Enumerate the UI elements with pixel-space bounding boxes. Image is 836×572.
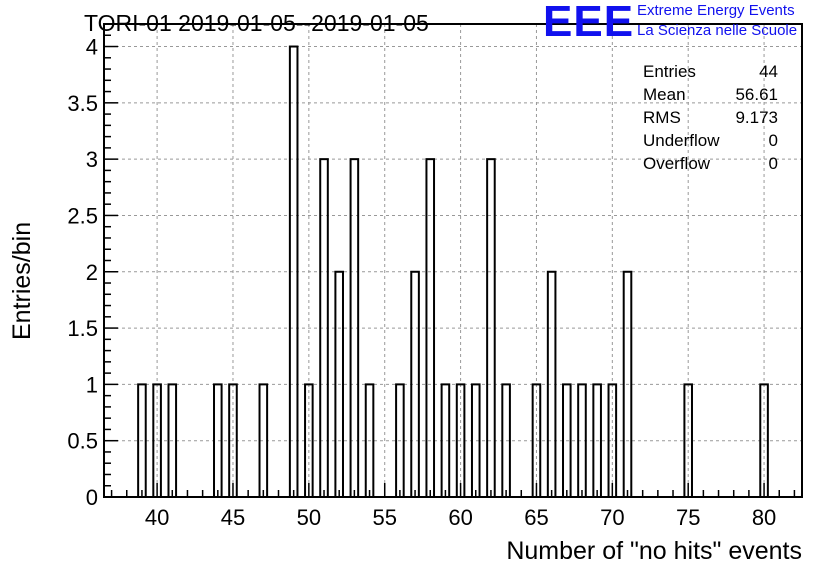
stat-value: 0 bbox=[768, 154, 778, 173]
stat-row-rms: RMS 9.173 bbox=[643, 106, 778, 129]
y-tick-label: 0.5 bbox=[67, 429, 98, 454]
x-tick-label: 80 bbox=[752, 505, 776, 530]
y-axis-label: Entries/bin bbox=[8, 221, 36, 340]
stat-label: Overflow bbox=[643, 154, 711, 173]
stat-value: 44 bbox=[759, 62, 778, 81]
y-tick-label: 4 bbox=[86, 35, 98, 60]
stat-label: Underflow bbox=[643, 131, 720, 150]
eee-logo: EEE bbox=[543, 0, 635, 46]
stat-label: Entries bbox=[643, 62, 696, 81]
x-tick-label: 65 bbox=[524, 505, 548, 530]
x-tick-label: 55 bbox=[372, 505, 396, 530]
y-tick-label: 1.5 bbox=[67, 316, 98, 341]
y-tick-label: 3 bbox=[86, 147, 98, 172]
stat-row-entries: Entries 44 bbox=[643, 60, 778, 83]
y-tick-label: 3.5 bbox=[67, 91, 98, 116]
grid-lines bbox=[104, 24, 802, 497]
y-tick-label: 2 bbox=[86, 260, 98, 285]
y-tick-label: 0 bbox=[86, 485, 98, 510]
logo-line-2: La Scienza nelle Scuole bbox=[637, 22, 798, 39]
x-tick-label: 75 bbox=[676, 505, 700, 530]
x-tick-label: 60 bbox=[448, 505, 472, 530]
x-tick-label: 40 bbox=[145, 505, 169, 530]
logo-line-1: Extreme Energy Events bbox=[637, 2, 795, 19]
stat-label: Mean bbox=[643, 85, 686, 104]
tick-labels: 40 45 50 55 60 65 70 75 80 0 0.5 1 1.5 2 2.5 3 3.5 4 bbox=[67, 35, 776, 530]
x-tick-label: 50 bbox=[297, 505, 321, 530]
stat-value: 9.173 bbox=[735, 108, 778, 127]
x-axis-label: Number of "no hits" events bbox=[506, 537, 802, 565]
y-tick-label: 2.5 bbox=[67, 203, 98, 228]
stat-row-underflow: Underflow 0 bbox=[643, 129, 778, 152]
stat-label: RMS bbox=[643, 108, 681, 127]
x-tick-label: 70 bbox=[600, 505, 624, 530]
stat-value: 56.61 bbox=[735, 85, 778, 104]
stat-row-mean: Mean 56.61 bbox=[643, 83, 778, 106]
stat-row-overflow: Overflow 0 bbox=[643, 152, 778, 175]
stats-box: Entries 44 Mean 56.61 RMS 9.173 Underflo… bbox=[643, 60, 778, 175]
stat-value: 0 bbox=[768, 131, 778, 150]
chart-title: TORI-01 2019-01-05--2019-01-05 bbox=[84, 10, 429, 36]
axis-ticks bbox=[104, 23, 796, 498]
y-tick-label: 1 bbox=[86, 372, 98, 397]
x-tick-label: 45 bbox=[221, 505, 245, 530]
